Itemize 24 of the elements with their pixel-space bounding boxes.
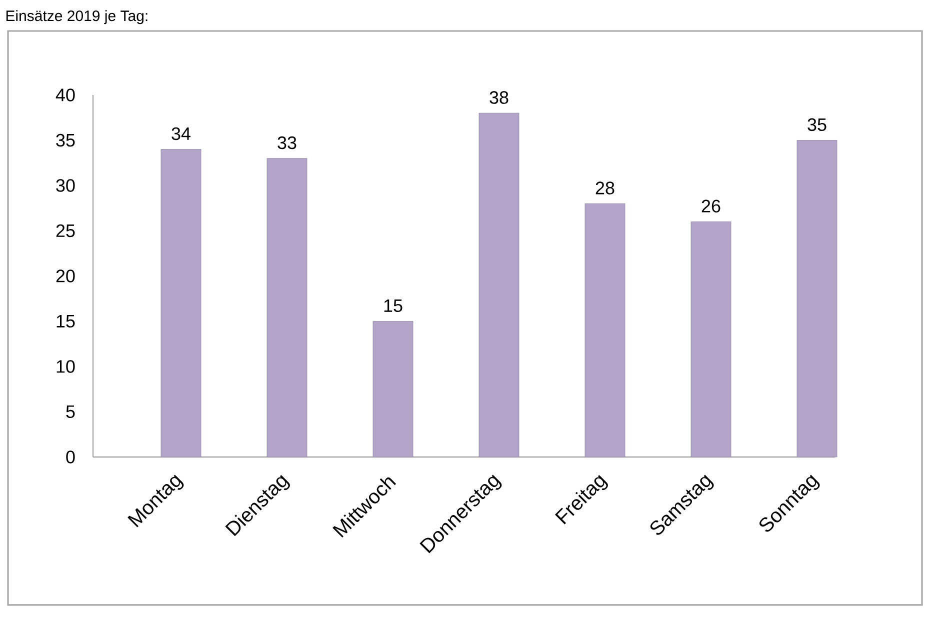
bar bbox=[266, 158, 308, 458]
y-tick-label: 5 bbox=[66, 405, 75, 418]
y-tick-label: 35 bbox=[56, 134, 75, 147]
y-tick-label: 0 bbox=[66, 450, 75, 464]
bar bbox=[796, 140, 838, 458]
data-label: 28 bbox=[596, 182, 614, 194]
bar bbox=[160, 149, 202, 458]
bar bbox=[372, 321, 414, 458]
y-tick-label: 25 bbox=[56, 224, 75, 238]
y-tick-label: 40 bbox=[56, 88, 75, 102]
y-tick-label: 15 bbox=[56, 314, 75, 328]
data-label: 38 bbox=[490, 91, 508, 104]
y-tick-label: 20 bbox=[56, 270, 75, 282]
bar bbox=[690, 221, 732, 458]
data-label: 35 bbox=[808, 118, 826, 132]
bar bbox=[478, 112, 520, 458]
chart-title: Einsätze 2019 je Tag: bbox=[6, 10, 148, 24]
data-label: 34 bbox=[172, 127, 190, 140]
bar bbox=[584, 203, 626, 458]
data-label: 26 bbox=[702, 200, 720, 212]
data-label: 33 bbox=[278, 136, 296, 150]
y-tick-label: 30 bbox=[56, 179, 75, 192]
data-label: 15 bbox=[384, 299, 402, 312]
y-tick-label: 10 bbox=[56, 360, 75, 373]
